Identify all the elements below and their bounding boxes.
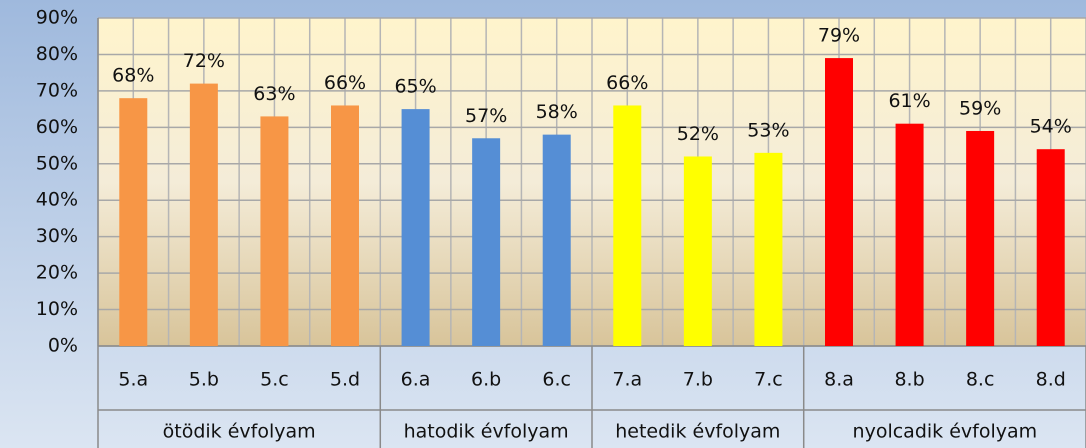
group-label: nyolcadik évfolyam: [853, 421, 1038, 443]
x-tick-label: 6.b: [471, 369, 501, 391]
x-tick-label: 8.b: [894, 369, 924, 391]
group-label: ötödik évfolyam: [163, 421, 316, 443]
x-tick-label: 8.c: [966, 369, 995, 391]
x-tick-label: 6.c: [542, 369, 571, 391]
x-tick-label: 7.b: [683, 369, 713, 391]
value-label: 53%: [747, 119, 789, 141]
bar: [613, 105, 642, 346]
bar: [401, 109, 430, 346]
bar: [966, 130, 995, 346]
bar: [189, 83, 218, 346]
y-tick-label: 0%: [48, 335, 78, 357]
value-label: 79%: [818, 25, 860, 47]
group-label: hatodik évfolyam: [404, 421, 569, 443]
value-label: 72%: [183, 50, 225, 72]
x-tick-label: 6.a: [401, 369, 431, 391]
x-tick-label: 7.a: [612, 369, 642, 391]
y-tick-label: 70%: [36, 79, 78, 101]
bar: [542, 134, 571, 346]
y-tick-label: 50%: [36, 152, 78, 174]
value-label: 66%: [324, 72, 366, 94]
value-label: 52%: [677, 123, 719, 145]
y-tick-label: 60%: [36, 116, 78, 138]
bar: [472, 138, 501, 346]
value-label: 68%: [112, 65, 154, 87]
y-tick-label: 30%: [36, 225, 78, 247]
x-tick-label: 7.c: [754, 369, 783, 391]
bar: [754, 152, 783, 346]
bar: [119, 98, 148, 346]
value-label: 58%: [536, 101, 578, 123]
value-label: 65%: [394, 76, 436, 98]
x-tick-label: 5.b: [189, 369, 219, 391]
x-tick-label: 5.c: [260, 369, 289, 391]
x-tick-label: 8.a: [824, 369, 854, 391]
x-tick-label: 5.d: [330, 369, 360, 391]
group-label: hetedik évfolyam: [615, 421, 780, 443]
value-label: 66%: [606, 72, 648, 94]
value-label: 54%: [1030, 116, 1072, 138]
bar: [331, 105, 359, 346]
value-label: 57%: [465, 105, 507, 127]
value-label: 59%: [959, 97, 1001, 119]
y-tick-label: 10%: [36, 298, 78, 320]
bar: [895, 123, 924, 346]
bar: [825, 58, 853, 346]
y-tick-label: 20%: [36, 262, 78, 284]
bar: [1036, 149, 1065, 346]
y-tick-label: 40%: [36, 189, 78, 211]
value-label: 61%: [888, 90, 930, 112]
bar: [260, 116, 289, 347]
y-tick-label: 90%: [36, 7, 78, 29]
x-tick-label: 8.d: [1036, 369, 1066, 391]
value-label: 63%: [253, 83, 295, 105]
y-tick-label: 80%: [36, 43, 78, 65]
x-tick-label: 5.a: [118, 369, 148, 391]
bar: [683, 156, 712, 346]
